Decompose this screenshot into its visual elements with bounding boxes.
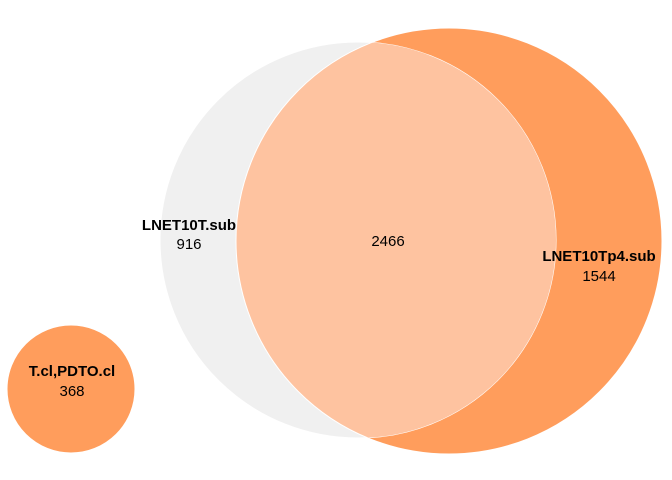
set-count-lnet10t: 916	[176, 236, 201, 253]
set-count-lnet10tp4: 1544	[582, 268, 615, 285]
venn-circle-tcl-pdtocl	[6, 324, 136, 454]
set-name-tcl-pdtocl: T.cl,PDTO.cl	[29, 363, 115, 380]
venn-intersection-outline	[235, 42, 556, 438]
intersection-count: 2466	[371, 233, 404, 250]
set-count-tcl-pdtocl: 368	[59, 383, 84, 400]
set-name-lnet10tp4: LNET10Tp4.sub	[542, 248, 655, 265]
set-name-lnet10t: LNET10T.sub	[142, 217, 236, 234]
